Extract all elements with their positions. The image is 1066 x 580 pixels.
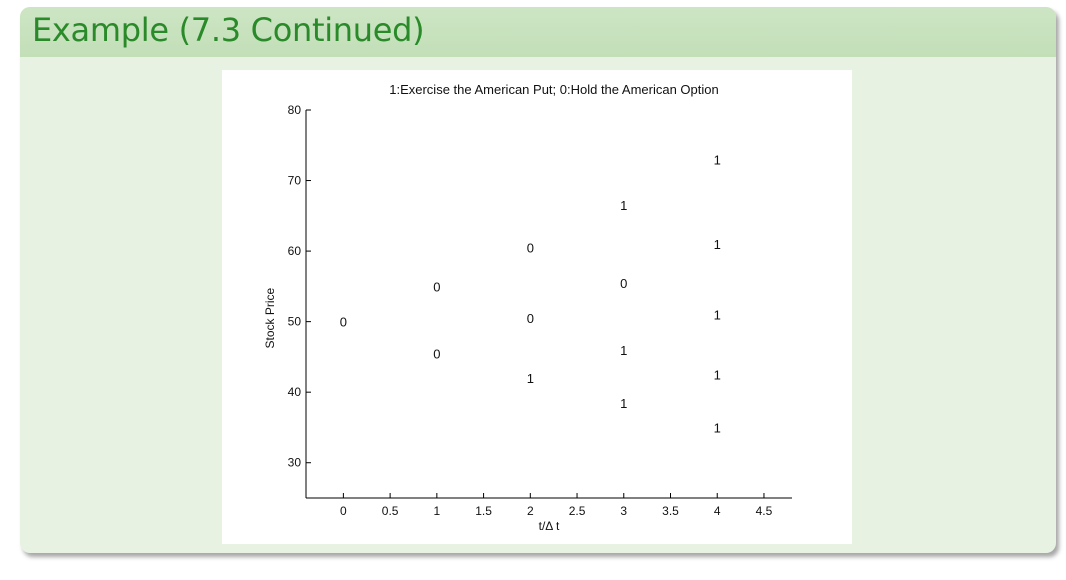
y-tick-label: 30	[288, 456, 302, 470]
x-tick-label: 4	[714, 504, 721, 518]
stock-price-chart: 1:Exercise the American Put; 0:Hold the …	[263, 82, 792, 533]
x-tick-label: 3	[620, 504, 627, 518]
ticks-group: 0 0.5 1 1.5 2 2.5 3 3.5 4 4.5 30 40 50 60 70 80	[288, 103, 773, 518]
x-tick-label: 1.5	[475, 504, 492, 518]
decision-point: 1	[714, 308, 721, 323]
x-tick-label: 1	[434, 504, 441, 518]
x-axis-label: t/Δ t	[539, 519, 560, 533]
x-tick-label: 2.5	[569, 504, 586, 518]
plot-panel: 1:Exercise the American Put; 0:Hold the …	[222, 70, 852, 544]
block-title: Example (7.3 Continued)	[32, 11, 425, 49]
decision-point: 0	[620, 276, 627, 291]
decision-point: 1	[620, 198, 627, 213]
marks-group: 0 0 0 0 0 1 1 0 1 1 1 1 1 1 1	[340, 152, 721, 435]
x-tick-label: 3.5	[662, 504, 679, 518]
block-header: Example (7.3 Continued)	[20, 7, 1056, 57]
decision-point: 1	[620, 396, 627, 411]
x-tick-label: 0.5	[382, 504, 399, 518]
chart-title: 1:Exercise the American Put; 0:Hold the …	[389, 82, 719, 97]
decision-point: 1	[714, 237, 721, 252]
decision-point: 1	[527, 371, 534, 386]
example-block: Example (7.3 Continued) 1:Exercise the A…	[20, 7, 1056, 553]
decision-point: 0	[433, 279, 440, 294]
decision-point: 0	[340, 315, 347, 330]
decision-point: 1	[714, 368, 721, 383]
y-tick-label: 70	[288, 174, 302, 188]
decision-point: 0	[527, 241, 534, 256]
decision-point: 1	[620, 343, 627, 358]
decision-point: 1	[714, 420, 721, 435]
decision-point: 0	[527, 311, 534, 326]
y-tick-label: 80	[288, 103, 302, 117]
x-tick-label: 0	[340, 504, 347, 518]
y-tick-label: 60	[288, 244, 302, 258]
y-tick-label: 50	[288, 315, 302, 329]
x-tick-label: 2	[527, 504, 534, 518]
y-tick-label: 40	[288, 385, 302, 399]
decision-point: 0	[433, 346, 440, 361]
decision-point: 1	[714, 152, 721, 167]
y-axis-label: Stock Price	[263, 287, 277, 348]
x-tick-label: 4.5	[756, 504, 773, 518]
